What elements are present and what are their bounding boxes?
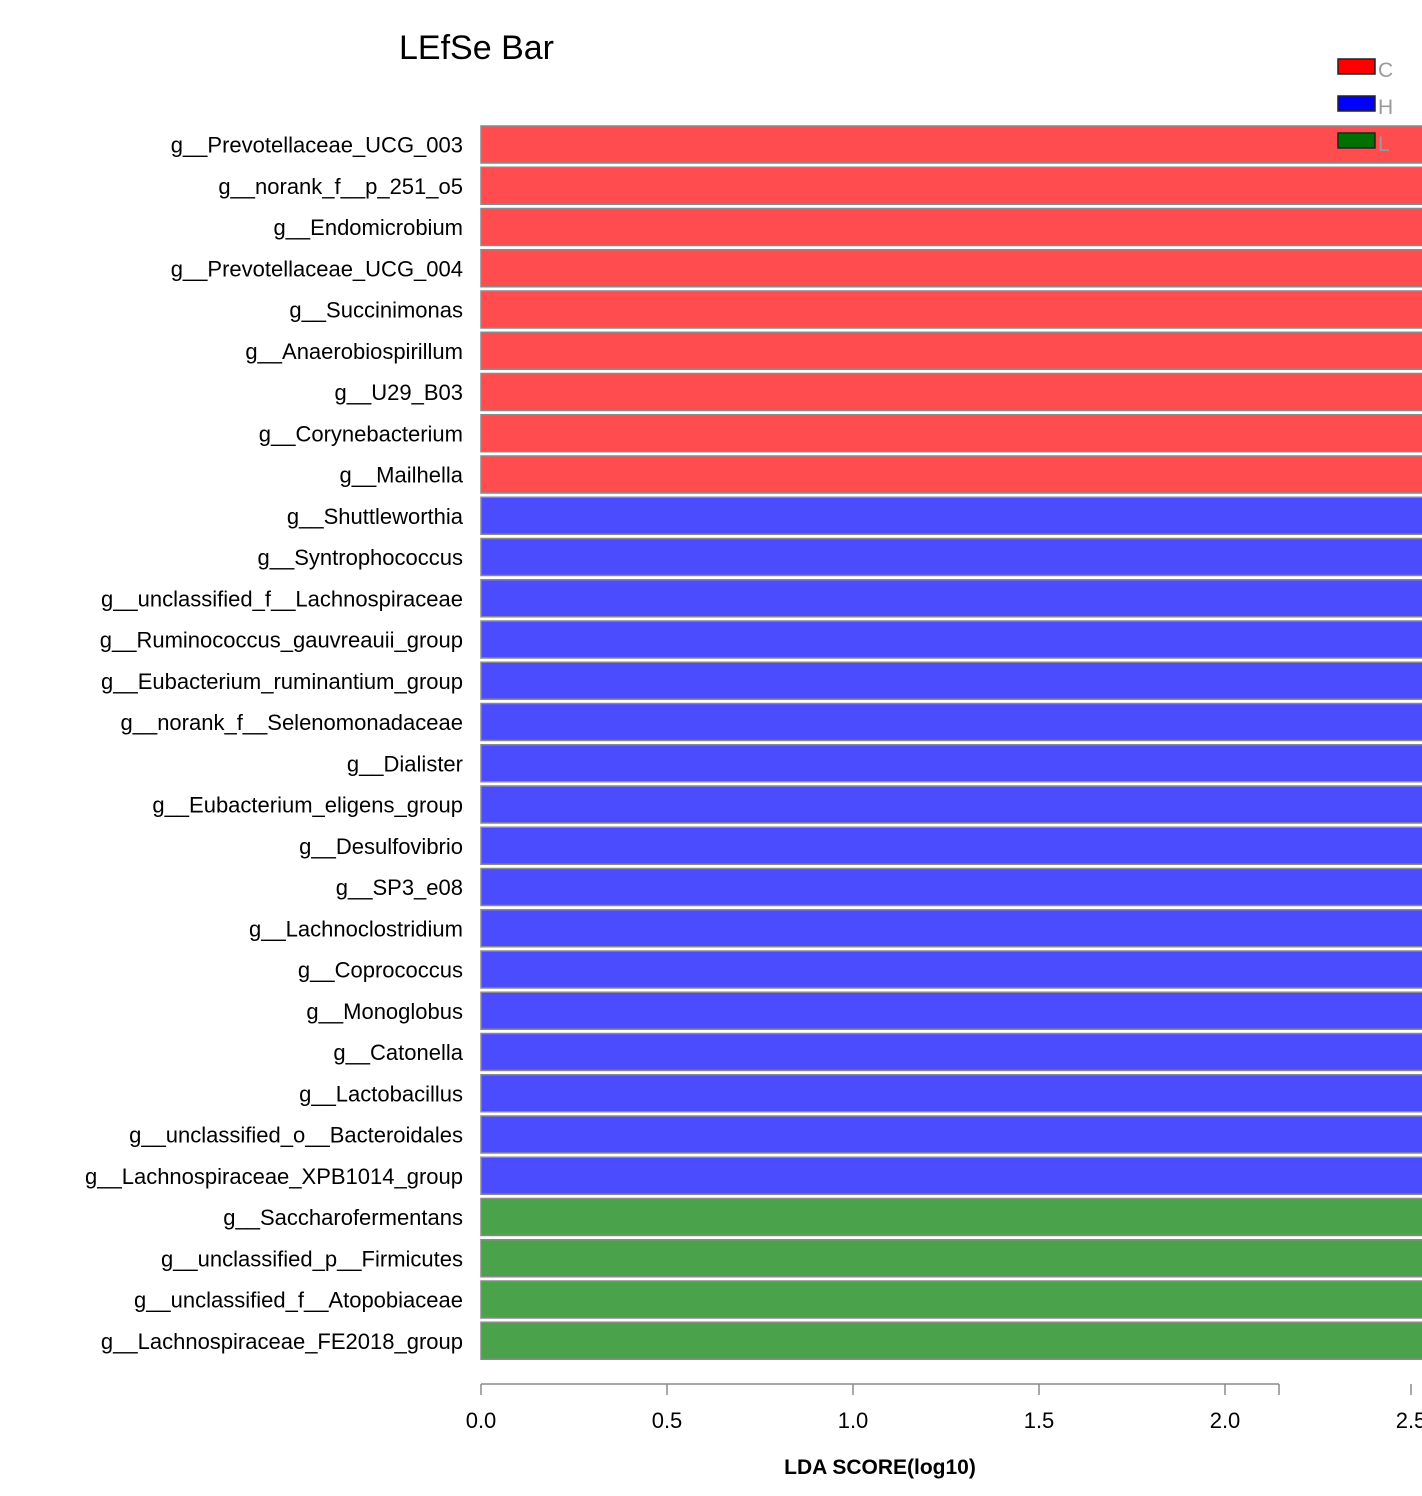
bars-layer: [480, 125, 1422, 1360]
bar-h: [480, 867, 1422, 907]
category-label: g__Ruminococcus_gauvreauii_group: [100, 628, 463, 653]
bar-c: [480, 249, 1422, 288]
x-tick-label: 0.5: [652, 1408, 683, 1433]
category-label: g__Lachnospiraceae_FE2018_group: [101, 1329, 463, 1354]
bar-c: [480, 414, 1422, 453]
x-tick-label: 1.0: [838, 1408, 869, 1433]
bar-c: [480, 372, 1422, 412]
category-label: g__Syntrophococcus: [258, 545, 463, 570]
bar-h: [480, 1032, 1422, 1072]
bar-c: [480, 125, 1422, 164]
bar-h: [480, 991, 1422, 1030]
bar-h: [480, 1074, 1422, 1113]
legend: CHL: [1337, 58, 1393, 156]
category-label: g__Endomicrobium: [273, 215, 463, 240]
bar-h: [480, 909, 1422, 948]
x-tick-label: 1.5: [1024, 1408, 1055, 1433]
x-axis: 0.00.51.01.52.02.53.03.54.0: [466, 1383, 1422, 1433]
bar-c: [480, 455, 1422, 494]
bar-c: [480, 331, 1422, 370]
legend-label: C: [1378, 59, 1393, 82]
x-axis-label: LDA SCORE(log10): [784, 1456, 976, 1479]
bar-h: [480, 1115, 1422, 1154]
bar-h: [480, 537, 1422, 577]
bar-l: [480, 1280, 1422, 1319]
bar-h: [480, 785, 1422, 824]
x-tick-label: 2.0: [1210, 1408, 1241, 1433]
category-label: g__Dialister: [347, 751, 463, 776]
x-tick-label: 0.0: [466, 1408, 497, 1433]
bar-h: [480, 661, 1422, 700]
bar-h: [480, 702, 1422, 742]
legend-swatch-h: [1337, 95, 1376, 112]
category-label: g__Lachnospiraceae_XPB1014_group: [85, 1164, 463, 1189]
category-label: g__Corynebacterium: [259, 421, 463, 446]
legend-label: L: [1378, 133, 1390, 156]
category-label: g__Coprococcus: [298, 958, 463, 983]
bar-l: [480, 1321, 1422, 1360]
bar-h: [480, 744, 1422, 783]
category-label: g__Prevotellaceae_UCG_004: [171, 256, 463, 281]
category-label: g__unclassified_o__Bacteroidales: [129, 1123, 463, 1148]
bar-h: [480, 579, 1422, 618]
category-label: g__unclassified_p__Firmicutes: [161, 1246, 463, 1271]
category-label: g__SP3_e08: [336, 875, 463, 900]
category-label: g__U29_B03: [335, 380, 463, 405]
category-label: g__Lachnoclostridium: [249, 916, 463, 941]
bar-h: [480, 496, 1422, 535]
bar-h: [480, 826, 1422, 865]
bar-h: [480, 1156, 1422, 1195]
category-label: g__norank_f__Selenomonadaceae: [120, 710, 463, 735]
x-tick-label: 2.5: [1396, 1408, 1422, 1433]
category-label: g__unclassified_f__Lachnospiraceae: [101, 586, 463, 611]
legend-label: H: [1378, 96, 1393, 119]
category-label: g__Mailhella: [339, 463, 463, 488]
bar-l: [480, 1239, 1422, 1278]
bar-c: [480, 166, 1422, 205]
bar-h: [480, 950, 1422, 989]
category-labels: g__Prevotellaceae_UCG_003 g__norank_f__p_…: [85, 133, 464, 1354]
legend-swatch-l: [1337, 132, 1376, 149]
category-label: g__Lactobacillus: [299, 1081, 463, 1106]
bar-c: [480, 290, 1422, 329]
category-label: g__Prevotellaceae_UCG_003: [171, 133, 463, 158]
category-label: g__Eubacterium_ruminantium_group: [101, 669, 463, 694]
category-label: g__Shuttleworthia: [287, 504, 464, 529]
category-label: g__Eubacterium_eligens_group: [152, 793, 463, 818]
category-label: g__Succinimonas: [289, 298, 463, 323]
category-label: g__norank_f__p_251_o5: [218, 174, 463, 199]
legend-swatch-c: [1337, 58, 1376, 75]
category-label: g__Catonella: [333, 1040, 463, 1065]
category-label: g__Saccharofermentans: [223, 1205, 463, 1230]
category-label: g__Anaerobiospirillum: [245, 339, 463, 364]
bar-c: [480, 207, 1422, 247]
category-label: g__unclassified_f__Atopobiaceae: [134, 1288, 463, 1313]
category-label: g__Desulfovibrio: [299, 834, 463, 859]
chart-title: LEfSe Bar: [399, 29, 554, 67]
bar-h: [480, 620, 1422, 659]
category-label: g__Monoglobus: [306, 999, 463, 1024]
bar-l: [480, 1197, 1422, 1237]
